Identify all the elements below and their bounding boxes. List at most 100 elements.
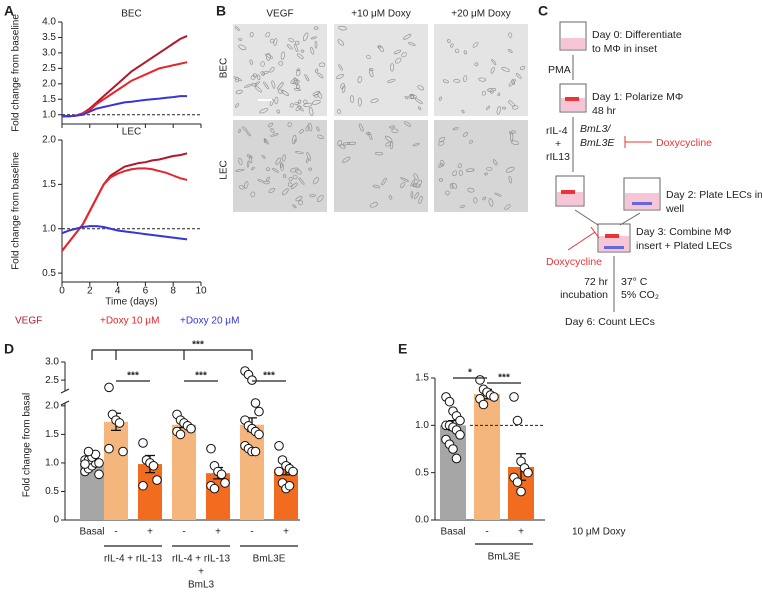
cell	[408, 42, 416, 46]
y-tick-label: 2.5	[45, 375, 59, 386]
cell	[257, 179, 264, 183]
cell	[316, 126, 320, 132]
panel-label: B	[216, 3, 226, 19]
cell	[507, 49, 513, 53]
cell	[266, 53, 271, 61]
y-tick-label: 0.5	[45, 486, 59, 497]
step-text: 72 hr	[584, 276, 608, 288]
x-tick-label: 2	[87, 286, 93, 297]
cell	[416, 179, 423, 187]
micrograph	[434, 24, 528, 116]
cell	[458, 169, 463, 176]
series-line	[62, 61, 188, 118]
x-tick-label: -	[485, 527, 488, 538]
cell	[412, 183, 417, 188]
group-label: rIL-4 + rIL-13	[172, 554, 231, 565]
cell	[452, 170, 458, 176]
cell	[295, 40, 300, 45]
cell	[377, 45, 382, 49]
cell	[293, 43, 299, 53]
cell	[238, 44, 247, 51]
cell	[388, 195, 393, 200]
cell	[294, 168, 302, 175]
cell	[296, 68, 301, 72]
cell	[263, 180, 270, 185]
cell	[451, 182, 458, 189]
cell	[473, 197, 478, 204]
data-point	[186, 423, 196, 434]
series-line	[61, 225, 188, 241]
x-tick-label: +	[215, 527, 221, 538]
significance-label: ***	[263, 371, 275, 382]
cell	[265, 32, 271, 38]
cell	[289, 103, 294, 108]
cell	[249, 31, 254, 38]
cell	[358, 123, 364, 132]
cell	[512, 105, 519, 110]
cell	[314, 41, 318, 49]
significance-label: ***	[498, 373, 510, 384]
cell	[370, 98, 379, 104]
cell	[308, 106, 314, 116]
step-text: to MΦ in inset	[592, 43, 657, 55]
x-tick-label: +	[147, 527, 153, 538]
bar	[240, 424, 264, 520]
cell	[393, 49, 402, 55]
cell	[263, 138, 269, 145]
cell	[494, 192, 502, 197]
data-point	[206, 443, 216, 454]
cell	[384, 135, 393, 143]
x-tick-label: -	[182, 527, 185, 538]
step-text: well	[665, 203, 684, 215]
cell	[299, 129, 304, 134]
cell	[234, 103, 240, 108]
cell	[293, 139, 297, 143]
panel-label: E	[398, 341, 407, 357]
x-tick-label: -	[250, 527, 253, 538]
cell	[504, 204, 511, 210]
row-label: LEC	[219, 160, 230, 179]
cell	[452, 127, 459, 131]
group-label: BmL3E	[488, 552, 521, 563]
cell	[296, 53, 304, 59]
cell	[357, 97, 362, 107]
cell	[454, 48, 460, 54]
significance-label: ***	[192, 340, 204, 351]
cell	[338, 25, 347, 31]
cell	[235, 169, 245, 172]
y-tick-label: 2.0	[45, 400, 59, 411]
cell	[270, 133, 279, 137]
data-point	[209, 483, 220, 494]
data-point	[448, 444, 458, 454]
step-text: Day 6: Count LECs	[565, 316, 655, 328]
cell	[400, 177, 409, 182]
series-line	[62, 95, 188, 118]
cell	[390, 63, 395, 72]
cell	[305, 125, 310, 132]
x-tick-label: 4	[115, 286, 121, 297]
cell	[246, 160, 250, 168]
cell	[337, 39, 345, 46]
bar	[274, 469, 298, 520]
cell	[349, 95, 355, 103]
step-text: insert + Plated LECs	[636, 240, 732, 252]
cell	[366, 54, 371, 59]
step-text: Day 1: Polarize MΦ	[592, 91, 683, 103]
cell	[290, 182, 298, 190]
data-point	[220, 478, 230, 488]
cell	[288, 37, 295, 43]
cell	[508, 176, 513, 184]
legend-entry: +Doxy 20 μM	[180, 316, 239, 327]
data-point	[455, 415, 465, 426]
cell	[295, 151, 304, 154]
cell	[438, 136, 446, 142]
data-point	[94, 469, 104, 480]
cell	[304, 74, 310, 82]
cell	[342, 142, 351, 146]
series-line	[61, 167, 188, 252]
cell	[311, 99, 321, 105]
step-text: Day 2: Plate LECs in	[666, 189, 762, 201]
cell	[413, 173, 419, 181]
cell	[254, 85, 262, 93]
